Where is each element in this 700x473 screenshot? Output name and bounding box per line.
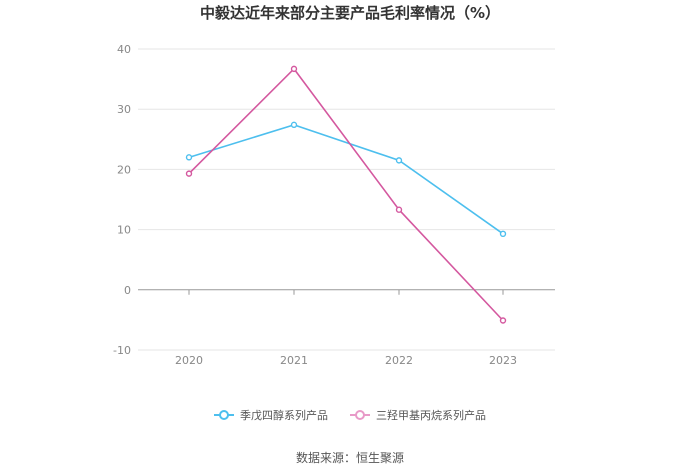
y-tick-label: 10 [117,224,131,237]
x-tick-label: 2021 [280,354,308,367]
data-point-series-1[interactable] [395,157,403,164]
y-tick-label: 20 [117,163,131,176]
legend: 季戊四醇系列产品 三羟甲基丙烷系列产品 [0,407,700,423]
legend-line-circle-icon [350,410,370,420]
y-tick-label: 40 [117,43,131,56]
legend-item-series-2[interactable]: 三羟甲基丙烷系列产品 [350,407,486,423]
x-tick-label: 2023 [489,354,517,367]
data-point-series-2[interactable] [185,170,193,177]
data-point-series-2[interactable] [290,65,298,73]
axes: 40 30 20 10 0 -10 2020 2021 2022 2023 [113,43,517,367]
series-lines [188,67,504,322]
y-tick-label: -10 [113,344,131,357]
data-point-series-2[interactable] [395,206,403,213]
data-point-series-1[interactable] [499,230,507,238]
chart-title: 中毅达近年来部分主要产品毛利率情况（%） [199,4,501,22]
legend-line-circle-icon [214,410,234,420]
legend-item-series-1[interactable]: 季戊四醇系列产品 [214,407,328,423]
data-point-series-2[interactable] [499,317,507,324]
series-line-1 [188,124,504,235]
data-point-series-1[interactable] [185,154,193,161]
legend-label: 季戊四醇系列产品 [240,409,328,422]
data-points [185,65,507,324]
x-tick-label: 2022 [385,354,413,367]
legend-label: 三羟甲基丙烷系列产品 [376,409,486,422]
x-tick-label: 2020 [175,354,203,367]
y-tick-label: 30 [117,103,131,116]
source-note: 数据来源：恒生聚源 [295,451,404,465]
y-tick-label: 0 [124,284,131,297]
data-point-series-1[interactable] [290,121,298,129]
series-line-2 [188,67,504,322]
grid-lines [138,48,555,351]
